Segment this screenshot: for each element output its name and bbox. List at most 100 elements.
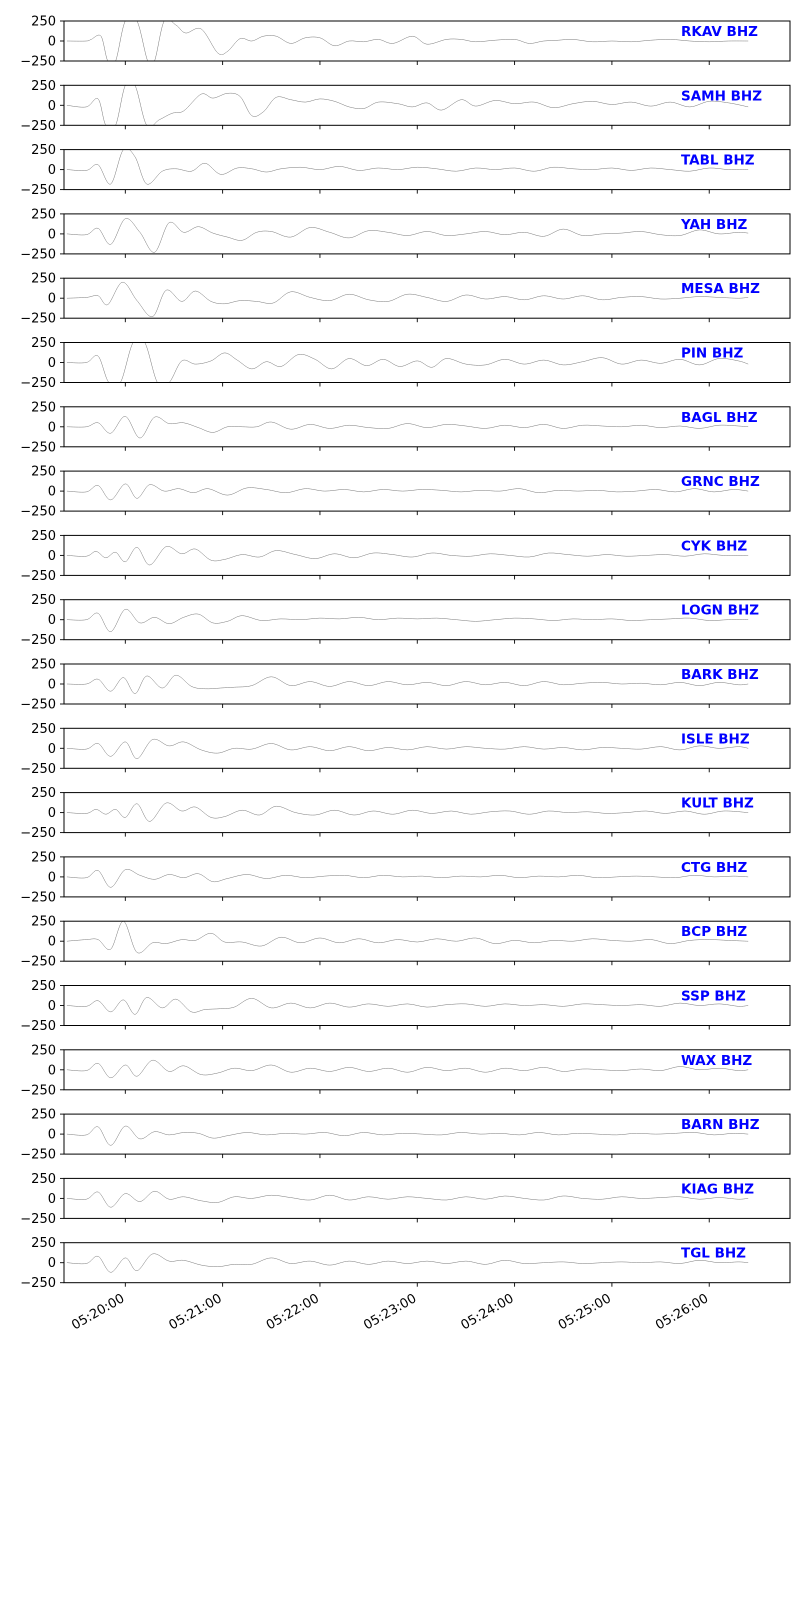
ytick-label: 250 <box>31 336 56 351</box>
station-label: ISLE BHZ <box>681 731 750 747</box>
trace-bagl <box>66 416 749 439</box>
panel-tabl: 250 0 −250 TABL BHZ <box>20 143 791 198</box>
trace-wax <box>66 1059 749 1079</box>
ytick-label: −250 <box>20 376 56 391</box>
trace-samh <box>66 85 749 126</box>
ytick-label: 0 <box>48 613 56 628</box>
ytick-label: 0 <box>48 163 56 178</box>
panel-pin: 250 0 −250 PIN BHZ <box>20 336 791 391</box>
station-label: SSP BHZ <box>681 989 746 1005</box>
panel-tgl: 250 0 −250 TGL BHZ <box>20 1236 791 1291</box>
panel-rkav: 250 0 −250 RKAV BHZ <box>20 15 791 70</box>
ytick-label: 250 <box>31 1236 56 1251</box>
ytick-label: 250 <box>31 850 56 865</box>
station-label: CYK BHZ <box>681 538 747 554</box>
ytick-label: 0 <box>48 999 56 1014</box>
trace-barn <box>66 1125 749 1146</box>
trace-yah <box>66 218 749 253</box>
trace-ctg <box>66 869 749 888</box>
trace-rkav <box>66 21 749 61</box>
ytick-label: 0 <box>48 742 56 757</box>
ytick-label: −250 <box>20 633 56 648</box>
trace-mesa <box>66 281 749 317</box>
trace-kult <box>66 802 749 822</box>
xtick-label: 05:20:00 <box>69 1291 127 1333</box>
ytick-label: 250 <box>31 1043 56 1058</box>
ytick-label: −250 <box>20 1148 56 1163</box>
ytick-label: −250 <box>20 312 56 327</box>
ytick-label: 0 <box>48 99 56 114</box>
ytick-label: 250 <box>31 529 56 544</box>
ytick-label: 250 <box>31 143 56 158</box>
trace-bcp <box>66 921 749 954</box>
ytick-label: 250 <box>31 658 56 673</box>
ytick-label: −250 <box>20 698 56 713</box>
trace-tgl <box>66 1253 749 1273</box>
ytick-label: 0 <box>48 356 56 371</box>
station-label: BCP BHZ <box>681 924 747 940</box>
ytick-label: 0 <box>48 292 56 307</box>
panel-cyk: 250 0 −250 CYK BHZ <box>20 529 791 584</box>
ytick-label: −250 <box>20 1083 56 1098</box>
trace-pin <box>66 342 749 383</box>
ytick-label: −250 <box>20 505 56 520</box>
ytick-label: 250 <box>31 400 56 415</box>
station-label: YAH BHZ <box>680 217 748 233</box>
station-label: PIN BHZ <box>681 346 744 362</box>
ytick-label: −250 <box>20 1212 56 1227</box>
trace-ssp <box>66 997 749 1015</box>
ytick-label: 250 <box>31 79 56 94</box>
panel-bark: 250 0 −250 BARK BHZ <box>20 658 791 713</box>
ytick-label: −250 <box>20 247 56 262</box>
trace-panels: 250 0 −250 RKAV BHZ 250 0 −250 SAMH BHZ 250 0 −250… <box>20 15 791 1291</box>
ytick-label: −250 <box>20 955 56 970</box>
ytick-label: 250 <box>31 979 56 994</box>
ytick-label: −250 <box>20 826 56 841</box>
ytick-label: 250 <box>31 1108 56 1123</box>
trace-cyk <box>66 546 749 566</box>
ytick-label: −250 <box>20 569 56 584</box>
panel-mesa: 250 0 −250 MESA BHZ <box>20 272 791 327</box>
station-label: WAX BHZ <box>681 1053 752 1069</box>
ytick-label: 0 <box>48 420 56 435</box>
station-label: SAMH BHZ <box>681 88 762 104</box>
panel-yah: 250 0 −250 YAH BHZ <box>20 207 791 262</box>
ytick-label: 0 <box>48 1192 56 1207</box>
panel-wax: 250 0 −250 WAX BHZ <box>20 1043 791 1098</box>
xtick-label: 05:23:00 <box>361 1291 419 1333</box>
panel-isle: 250 0 −250 ISLE BHZ <box>20 722 791 777</box>
ytick-label: 0 <box>48 35 56 50</box>
panel-ctg: 250 0 −250 CTG BHZ <box>20 850 791 905</box>
xtick-label: 05:22:00 <box>264 1291 322 1333</box>
xtick-label: 05:24:00 <box>459 1291 517 1333</box>
ytick-label: −250 <box>20 890 56 905</box>
ytick-label: 250 <box>31 207 56 222</box>
trace-bark <box>66 674 749 694</box>
ytick-label: 0 <box>48 549 56 564</box>
station-label: CTG BHZ <box>681 860 747 876</box>
ytick-label: 0 <box>48 1128 56 1143</box>
ytick-label: 0 <box>48 1063 56 1078</box>
ytick-label: 250 <box>31 786 56 801</box>
station-label: RKAV BHZ <box>681 24 758 40</box>
ytick-label: 250 <box>31 593 56 608</box>
ytick-label: −250 <box>20 1019 56 1034</box>
station-label: KIAG BHZ <box>681 1181 754 1197</box>
panel-logn: 250 0 −250 LOGN BHZ <box>20 593 791 648</box>
panel-ssp: 250 0 −250 SSP BHZ <box>20 979 791 1034</box>
ytick-label: 0 <box>48 870 56 885</box>
ytick-label: 250 <box>31 272 56 287</box>
ytick-label: 0 <box>48 806 56 821</box>
xtick-label: 05:21:00 <box>167 1291 225 1333</box>
ytick-label: −250 <box>20 183 56 198</box>
station-label: GRNC BHZ <box>681 474 760 490</box>
ytick-label: −250 <box>20 440 56 455</box>
station-label: LOGN BHZ <box>681 603 759 619</box>
ytick-label: 250 <box>31 465 56 480</box>
xtick-label: 05:25:00 <box>556 1291 614 1333</box>
station-label: MESA BHZ <box>681 281 760 297</box>
ytick-label: 0 <box>48 227 56 242</box>
panel-barn: 250 0 −250 BARN BHZ <box>20 1108 791 1163</box>
trace-isle <box>66 738 749 759</box>
